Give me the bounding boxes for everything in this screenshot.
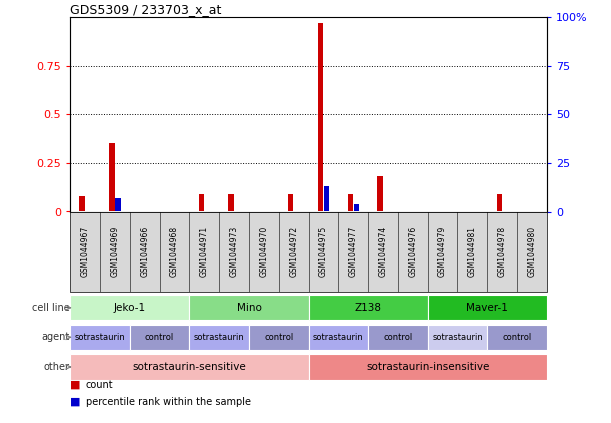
Bar xyxy=(309,354,547,379)
Text: GSM1044971: GSM1044971 xyxy=(200,226,209,277)
Bar xyxy=(318,23,323,212)
Bar xyxy=(348,194,353,212)
Text: GSM1044969: GSM1044969 xyxy=(111,226,119,277)
Bar xyxy=(428,325,488,350)
Bar xyxy=(428,295,547,320)
Text: GSM1044978: GSM1044978 xyxy=(498,226,507,277)
Bar xyxy=(70,295,189,320)
Bar xyxy=(378,176,382,212)
Text: other: other xyxy=(43,362,70,372)
Text: GSM1044977: GSM1044977 xyxy=(349,226,357,277)
Text: control: control xyxy=(145,333,174,342)
Text: GSM1044966: GSM1044966 xyxy=(141,226,149,277)
Bar xyxy=(249,325,309,350)
Text: GSM1044974: GSM1044974 xyxy=(379,226,387,277)
Bar xyxy=(109,143,115,212)
Bar xyxy=(309,325,368,350)
Text: GSM1044967: GSM1044967 xyxy=(81,226,90,277)
Text: GSM1044981: GSM1044981 xyxy=(468,226,477,277)
Bar xyxy=(309,295,428,320)
Bar xyxy=(324,186,329,212)
Text: GSM1044980: GSM1044980 xyxy=(527,226,536,277)
Bar xyxy=(70,325,130,350)
Text: GSM1044972: GSM1044972 xyxy=(289,226,298,277)
Text: GSM1044975: GSM1044975 xyxy=(319,226,328,277)
Bar xyxy=(199,194,204,212)
Bar xyxy=(229,194,234,212)
Text: sotrastaurin-sensitive: sotrastaurin-sensitive xyxy=(133,362,246,372)
Text: Maver-1: Maver-1 xyxy=(466,303,508,313)
Text: GSM1044979: GSM1044979 xyxy=(438,226,447,277)
Bar xyxy=(70,354,309,379)
Text: count: count xyxy=(86,380,113,390)
Text: Z138: Z138 xyxy=(354,303,382,313)
Text: GSM1044973: GSM1044973 xyxy=(230,226,238,277)
Text: control: control xyxy=(383,333,412,342)
Text: GSM1044976: GSM1044976 xyxy=(408,226,417,277)
Bar xyxy=(189,325,249,350)
Bar xyxy=(368,325,428,350)
Text: GSM1044968: GSM1044968 xyxy=(170,226,179,277)
Text: GSM1044970: GSM1044970 xyxy=(260,226,268,277)
Bar xyxy=(497,194,502,212)
Text: agent: agent xyxy=(42,332,70,342)
Text: ■: ■ xyxy=(70,380,81,390)
Text: cell line: cell line xyxy=(32,303,70,313)
Bar xyxy=(354,204,359,212)
Bar xyxy=(130,325,189,350)
Text: sotrastaurin: sotrastaurin xyxy=(432,333,483,342)
Text: control: control xyxy=(264,333,293,342)
Text: control: control xyxy=(502,333,532,342)
Bar xyxy=(115,198,120,212)
Text: ■: ■ xyxy=(70,397,81,407)
Bar xyxy=(488,325,547,350)
Text: GDS5309 / 233703_x_at: GDS5309 / 233703_x_at xyxy=(70,3,222,16)
Text: percentile rank within the sample: percentile rank within the sample xyxy=(86,397,251,407)
Text: sotrastaurin-insensitive: sotrastaurin-insensitive xyxy=(366,362,489,372)
Bar xyxy=(189,295,309,320)
Text: sotrastaurin: sotrastaurin xyxy=(194,333,244,342)
Bar xyxy=(288,194,293,212)
Text: sotrastaurin: sotrastaurin xyxy=(313,333,364,342)
Text: sotrastaurin: sotrastaurin xyxy=(75,333,125,342)
Text: Mino: Mino xyxy=(236,303,262,313)
Text: Jeko-1: Jeko-1 xyxy=(114,303,146,313)
Bar xyxy=(79,196,85,212)
